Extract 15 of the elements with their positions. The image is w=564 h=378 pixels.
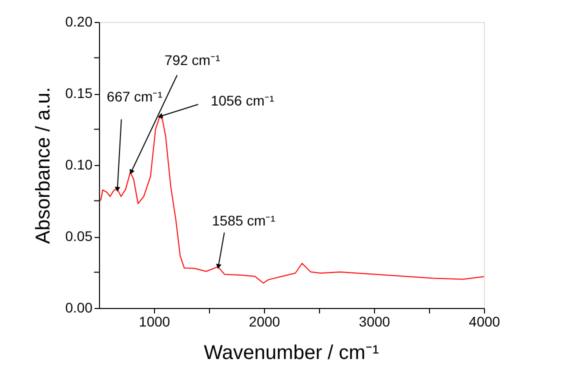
y-tick-label: 0.20: [65, 14, 93, 30]
x-axis-title: Wavenumber / cm⁻¹: [204, 342, 380, 364]
annotation: 792 cm⁻¹: [164, 52, 220, 68]
annotation: 1585 cm⁻¹: [212, 212, 276, 229]
y-tick-label: 0.00: [65, 300, 93, 316]
x-tick-label: 1000: [138, 314, 170, 330]
x-tick-label: 2000: [248, 314, 280, 330]
x-tick-label: 3000: [358, 314, 390, 330]
y-axis-title: Absorbance / a.u.: [32, 87, 54, 244]
x-tick-label: 4000: [468, 314, 500, 330]
annotation: 667 cm⁻¹: [106, 88, 163, 104]
y-tick-label: 0.05: [65, 228, 93, 244]
y-tick-label: 0.15: [65, 85, 93, 101]
y-tick-label: 0.10: [65, 156, 93, 172]
annotation: 1056 cm⁻¹: [210, 92, 274, 108]
